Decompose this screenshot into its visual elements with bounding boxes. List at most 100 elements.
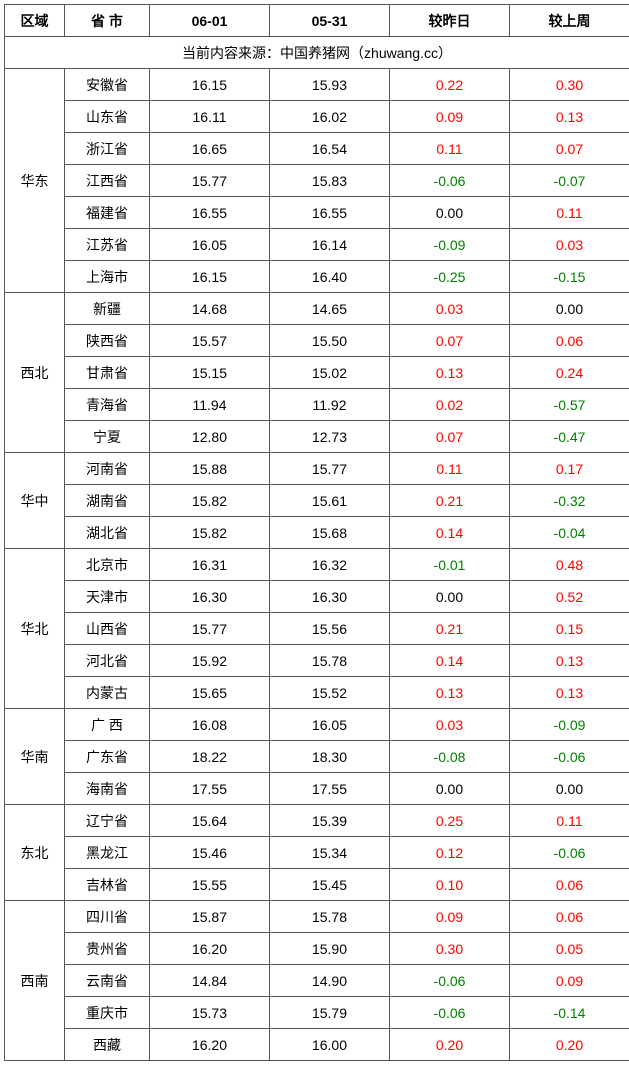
date2-cell: 15.83 xyxy=(270,165,390,197)
delta-week-cell: -0.04 xyxy=(510,517,629,549)
th-region: 区域 xyxy=(5,5,65,37)
table-row: 上海市16.1516.40-0.25-0.15 xyxy=(5,261,629,293)
date2-cell: 11.92 xyxy=(270,389,390,421)
date2-cell: 15.02 xyxy=(270,357,390,389)
delta-week-cell: 0.07 xyxy=(510,133,629,165)
delta-day-cell: 0.21 xyxy=(390,485,510,517)
delta-week-cell: -0.47 xyxy=(510,421,629,453)
province-cell: 陕西省 xyxy=(65,325,150,357)
province-cell: 北京市 xyxy=(65,549,150,581)
table-row: 湖北省15.8215.680.14-0.04 xyxy=(5,517,629,549)
delta-week-cell: 0.17 xyxy=(510,453,629,485)
date1-cell: 16.05 xyxy=(150,229,270,261)
delta-day-cell: 0.20 xyxy=(390,1029,510,1061)
region-cell: 华北 xyxy=(5,549,65,709)
delta-week-cell: -0.32 xyxy=(510,485,629,517)
date2-cell: 16.40 xyxy=(270,261,390,293)
province-cell: 湖北省 xyxy=(65,517,150,549)
date1-cell: 15.65 xyxy=(150,677,270,709)
delta-day-cell: 0.21 xyxy=(390,613,510,645)
province-cell: 青海省 xyxy=(65,389,150,421)
table-row: 内蒙古15.6515.520.130.13 xyxy=(5,677,629,709)
table-row: 河北省15.9215.780.140.13 xyxy=(5,645,629,677)
date1-cell: 16.55 xyxy=(150,197,270,229)
table-row: 广东省18.2218.30-0.08-0.06 xyxy=(5,741,629,773)
table-row: 华北北京市16.3116.32-0.010.48 xyxy=(5,549,629,581)
region-cell: 西北 xyxy=(5,293,65,453)
delta-day-cell: 0.22 xyxy=(390,69,510,101)
delta-week-cell: -0.06 xyxy=(510,837,629,869)
table-row: 天津市16.3016.300.000.52 xyxy=(5,581,629,613)
delta-week-cell: 0.13 xyxy=(510,645,629,677)
delta-week-cell: -0.07 xyxy=(510,165,629,197)
province-cell: 吉林省 xyxy=(65,869,150,901)
date2-cell: 15.61 xyxy=(270,485,390,517)
date1-cell: 16.65 xyxy=(150,133,270,165)
delta-week-cell: 0.05 xyxy=(510,933,629,965)
delta-day-cell: 0.30 xyxy=(390,933,510,965)
delta-week-cell: 0.00 xyxy=(510,773,629,805)
date1-cell: 15.87 xyxy=(150,901,270,933)
region-cell: 华东 xyxy=(5,69,65,293)
delta-week-cell: 0.06 xyxy=(510,901,629,933)
delta-day-cell: 0.13 xyxy=(390,357,510,389)
date2-cell: 16.30 xyxy=(270,581,390,613)
delta-day-cell: -0.25 xyxy=(390,261,510,293)
table-row: 西藏16.2016.000.200.20 xyxy=(5,1029,629,1061)
delta-day-cell: 0.07 xyxy=(390,325,510,357)
delta-day-cell: 0.09 xyxy=(390,901,510,933)
delta-day-cell: -0.08 xyxy=(390,741,510,773)
th-province: 省 市 xyxy=(65,5,150,37)
date2-cell: 16.55 xyxy=(270,197,390,229)
header-row: 区域 省 市 06-01 05-31 较昨日 较上周 xyxy=(5,5,629,37)
table-row: 宁夏12.8012.730.07-0.47 xyxy=(5,421,629,453)
delta-week-cell: 0.30 xyxy=(510,69,629,101)
table-row: 贵州省16.2015.900.300.05 xyxy=(5,933,629,965)
delta-day-cell: -0.06 xyxy=(390,965,510,997)
date1-cell: 14.84 xyxy=(150,965,270,997)
delta-day-cell: 0.00 xyxy=(390,197,510,229)
delta-day-cell: 0.13 xyxy=(390,677,510,709)
delta-day-cell: 0.00 xyxy=(390,773,510,805)
delta-week-cell: 0.15 xyxy=(510,613,629,645)
delta-week-cell: 0.03 xyxy=(510,229,629,261)
delta-week-cell: 0.13 xyxy=(510,101,629,133)
delta-day-cell: 0.11 xyxy=(390,133,510,165)
date2-cell: 15.39 xyxy=(270,805,390,837)
table-row: 华南广 西16.0816.050.03-0.09 xyxy=(5,709,629,741)
date2-cell: 15.90 xyxy=(270,933,390,965)
date2-cell: 16.14 xyxy=(270,229,390,261)
date2-cell: 12.73 xyxy=(270,421,390,453)
province-cell: 云南省 xyxy=(65,965,150,997)
table-row: 陕西省15.5715.500.070.06 xyxy=(5,325,629,357)
table-row: 华中河南省15.8815.770.110.17 xyxy=(5,453,629,485)
date2-cell: 15.68 xyxy=(270,517,390,549)
table-row: 山东省16.1116.020.090.13 xyxy=(5,101,629,133)
date2-cell: 15.93 xyxy=(270,69,390,101)
date1-cell: 15.88 xyxy=(150,453,270,485)
delta-week-cell: 0.20 xyxy=(510,1029,629,1061)
table-row: 重庆市15.7315.79-0.06-0.14 xyxy=(5,997,629,1029)
date1-cell: 15.82 xyxy=(150,485,270,517)
province-cell: 湖南省 xyxy=(65,485,150,517)
date1-cell: 15.57 xyxy=(150,325,270,357)
province-cell: 甘肃省 xyxy=(65,357,150,389)
date1-cell: 11.94 xyxy=(150,389,270,421)
table-row: 福建省16.5516.550.000.11 xyxy=(5,197,629,229)
table-row: 青海省11.9411.920.02-0.57 xyxy=(5,389,629,421)
delta-week-cell: 0.13 xyxy=(510,677,629,709)
delta-day-cell: 0.03 xyxy=(390,709,510,741)
date2-cell: 17.55 xyxy=(270,773,390,805)
date1-cell: 16.31 xyxy=(150,549,270,581)
delta-week-cell: -0.14 xyxy=(510,997,629,1029)
date1-cell: 16.15 xyxy=(150,261,270,293)
date2-cell: 18.30 xyxy=(270,741,390,773)
date1-cell: 16.20 xyxy=(150,1029,270,1061)
delta-week-cell: -0.57 xyxy=(510,389,629,421)
province-cell: 广东省 xyxy=(65,741,150,773)
table-row: 甘肃省15.1515.020.130.24 xyxy=(5,357,629,389)
date1-cell: 15.77 xyxy=(150,613,270,645)
date1-cell: 15.77 xyxy=(150,165,270,197)
delta-day-cell: 0.10 xyxy=(390,869,510,901)
delta-day-cell: 0.02 xyxy=(390,389,510,421)
